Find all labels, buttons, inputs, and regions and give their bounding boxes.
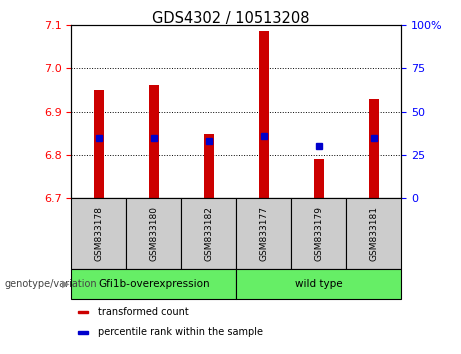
Text: transformed count: transformed count	[98, 307, 189, 317]
Text: GSM833178: GSM833178	[95, 206, 103, 261]
Text: GSM833180: GSM833180	[149, 206, 159, 261]
Text: percentile rank within the sample: percentile rank within the sample	[98, 327, 263, 337]
Text: GSM833182: GSM833182	[204, 206, 213, 261]
Bar	[94, 90, 104, 198]
Bar	[314, 159, 324, 198]
Bar	[291, 198, 346, 269]
Bar	[259, 31, 269, 198]
Bar	[369, 98, 378, 198]
Text: GSM833179: GSM833179	[314, 206, 323, 261]
Text: genotype/variation: genotype/variation	[5, 279, 97, 289]
Text: GSM833181: GSM833181	[369, 206, 378, 261]
Bar	[181, 198, 236, 269]
Bar	[346, 198, 401, 269]
Bar	[126, 198, 181, 269]
Bar	[236, 198, 291, 269]
Bar	[78, 311, 88, 313]
Bar	[78, 331, 88, 333]
Text: wild type: wild type	[295, 279, 343, 289]
Text: GDS4302 / 10513208: GDS4302 / 10513208	[152, 11, 309, 25]
Bar	[236, 269, 401, 299]
Text: GSM833177: GSM833177	[259, 206, 268, 261]
Text: Gfi1b-overexpression: Gfi1b-overexpression	[98, 279, 210, 289]
Bar	[204, 134, 214, 198]
Bar	[71, 198, 126, 269]
Text: ▶: ▶	[62, 279, 69, 289]
Bar	[149, 86, 159, 198]
Bar	[71, 269, 236, 299]
